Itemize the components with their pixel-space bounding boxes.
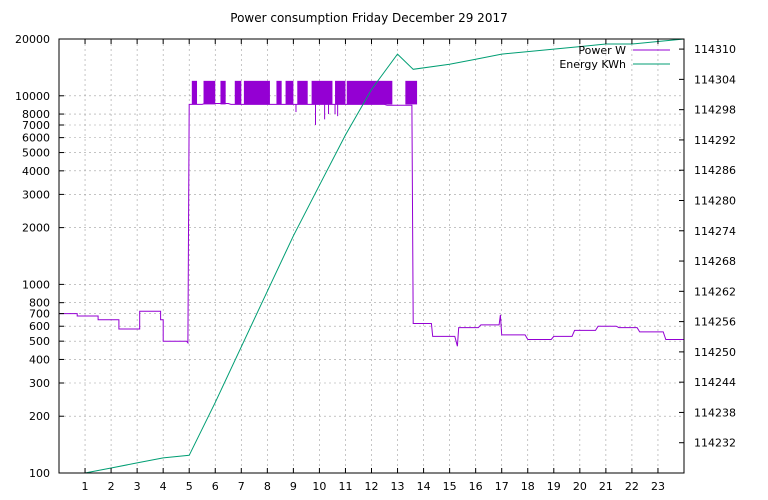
- x-tick-label: 17: [495, 480, 509, 493]
- legend-label-power: Power W: [578, 44, 626, 57]
- y-tick-label: 300: [29, 377, 50, 390]
- y2-tick-label: 114298: [694, 104, 736, 117]
- power-spike-band: [297, 80, 308, 105]
- y-tick-label: 1000: [22, 278, 50, 291]
- y2-tick-label: 114286: [694, 164, 736, 177]
- y-tick-label: 5000: [22, 147, 50, 160]
- x-tick-label: 11: [338, 480, 352, 493]
- y2-tick-label: 114244: [694, 376, 736, 389]
- x-tick-label: 20: [573, 480, 587, 493]
- x-tick-label: 22: [625, 480, 639, 493]
- y-tick-label: 600: [29, 320, 50, 333]
- x-tick-label: 10: [312, 480, 326, 493]
- y2-tick-label: 114232: [694, 437, 736, 450]
- x-tick-label: 2: [108, 480, 115, 493]
- y-tick-label: 500: [29, 335, 50, 348]
- x-tick-label: 23: [651, 480, 665, 493]
- y-tick-label: 800: [29, 297, 50, 310]
- y2-tick-label: 114238: [694, 406, 736, 419]
- x-tick-label: 1: [82, 480, 89, 493]
- power-spike-band: [203, 80, 216, 105]
- y2-tick-label: 114280: [694, 194, 736, 207]
- x-tick-label: 13: [391, 480, 405, 493]
- power-spike-band: [191, 80, 198, 105]
- y2-tick-label: 114250: [694, 346, 736, 359]
- legend: Power W Energy KWh: [559, 44, 670, 71]
- x-tick-label: 21: [599, 480, 613, 493]
- x-tick-label: 14: [417, 480, 431, 493]
- x-tick-label: 3: [134, 480, 141, 493]
- y-tick-label: 6000: [22, 132, 50, 145]
- legend-label-energy: Energy KWh: [559, 58, 626, 71]
- x-tick-label: 8: [264, 480, 271, 493]
- y2-tick-label: 114310: [694, 43, 736, 56]
- series-layer: [59, 38, 685, 474]
- y-tick-label: 20000: [15, 33, 50, 46]
- power-spike-band: [405, 80, 418, 105]
- y-tick-label: 10000: [15, 90, 50, 103]
- y-tick-label: 400: [29, 353, 50, 366]
- series-line-energy: [84, 38, 685, 474]
- x-tick-label: 9: [290, 480, 297, 493]
- x-tick-label: 16: [469, 480, 483, 493]
- power-spike-band: [311, 80, 333, 105]
- y-tick-label: 200: [29, 410, 50, 423]
- y2-tick-label: 114274: [694, 225, 736, 238]
- power-spike-band: [285, 80, 294, 105]
- power-spike-band: [335, 80, 346, 105]
- y2-tick-label: 114304: [694, 73, 736, 86]
- y-tick-label: 8000: [22, 108, 50, 121]
- y2-tick-label: 114268: [694, 255, 736, 268]
- y-tick-label: 7000: [22, 119, 50, 132]
- x-tick-label: 19: [547, 480, 561, 493]
- power-spike-band: [234, 80, 242, 105]
- grid: [59, 39, 684, 473]
- series-line-power: [59, 103, 684, 347]
- y-tick-label: 2000: [22, 222, 50, 235]
- y-tick-label: 4000: [22, 165, 50, 178]
- x-tick-label: 15: [443, 480, 457, 493]
- x-tick-label: 4: [160, 480, 167, 493]
- x-tick-label: 5: [186, 480, 193, 493]
- y2-tick-label: 114256: [694, 316, 736, 329]
- chart-title: Power consumption Friday December 29 201…: [230, 11, 507, 25]
- x-tick-label: 18: [521, 480, 535, 493]
- axes: 1 2 3 4 5 6 7 8 9 10 11 12 13 14 15 16 17 18 19 20 21 22 23100…: [15, 33, 736, 493]
- power-spike-band: [276, 80, 282, 105]
- x-tick-label: 6: [212, 480, 219, 493]
- x-tick-label: 7: [238, 480, 245, 493]
- power-spike-band: [220, 80, 226, 105]
- y2-tick-label: 114262: [694, 285, 736, 298]
- y-tick-label: 700: [29, 308, 50, 321]
- y-tick-label: 100: [29, 467, 50, 480]
- power-spike-band: [243, 80, 270, 105]
- y2-tick-label: 114292: [694, 134, 736, 147]
- y-tick-label: 3000: [22, 188, 50, 201]
- x-tick-label: 12: [365, 480, 379, 493]
